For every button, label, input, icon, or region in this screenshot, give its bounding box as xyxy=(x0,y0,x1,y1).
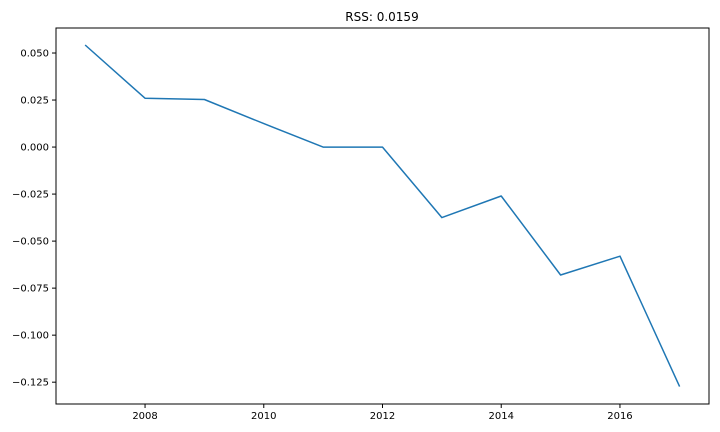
x-tick-label: 2010 xyxy=(251,411,276,422)
y-tick-label: −0.075 xyxy=(12,284,49,295)
x-tick-label: 2016 xyxy=(607,411,632,422)
x-tick-label: 2008 xyxy=(132,411,157,422)
y-tick-label: −0.025 xyxy=(12,190,49,201)
y-tick-label: 0.000 xyxy=(20,143,49,154)
series-line xyxy=(84,44,681,387)
y-tick-label: 0.025 xyxy=(20,96,49,107)
y-tick-label: 0.050 xyxy=(20,49,49,60)
y-tick-label: −0.100 xyxy=(12,331,49,342)
x-tick-label: 2012 xyxy=(370,411,395,422)
plot-area: 2008 2010 2012 2014 2016 0.050 0.025 0.000 −0.02… xyxy=(12,27,710,422)
axes-frame xyxy=(55,27,710,405)
x-tick-label: 2014 xyxy=(489,411,514,422)
y-tick-label: −0.050 xyxy=(12,237,49,248)
chart-title: RSS: 0.0159 xyxy=(345,10,418,24)
y-tick-label: −0.125 xyxy=(12,378,49,389)
